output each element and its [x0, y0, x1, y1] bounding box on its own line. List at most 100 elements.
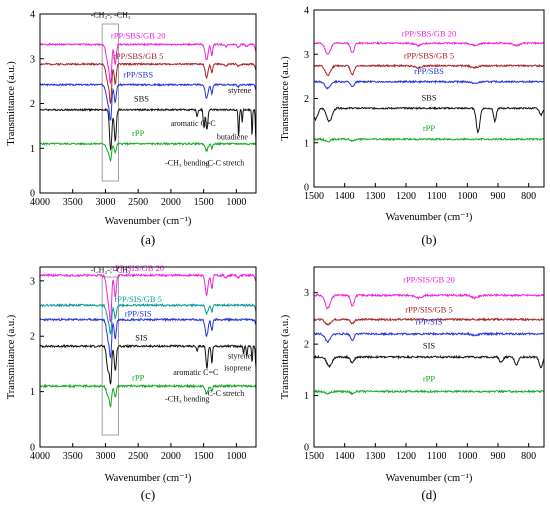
series-line [313, 354, 545, 369]
annotation: isoprene [224, 364, 252, 373]
series-line [313, 331, 545, 343]
y-tick-label: 1 [304, 138, 309, 149]
series-label: SIS [423, 340, 436, 350]
x-tick-label: 1100 [427, 451, 447, 462]
annotation: -CH₃ bending [165, 158, 209, 167]
x-tick-label: 1000 [226, 451, 246, 462]
x-axis-label: Wavenumber (cm⁻¹) [105, 216, 192, 227]
annotation: -CH₃ bending [165, 395, 209, 404]
y-axis-label: Transmittance (a.u.) [280, 314, 291, 399]
x-tick-label: 1200 [396, 451, 416, 462]
series-label: rPP [423, 123, 436, 133]
series-label: rPP/SIS/GB 5 [114, 294, 161, 304]
highlight-box [101, 23, 119, 182]
x-axis-label: Wavenumber (cm⁻¹) [105, 473, 192, 484]
x-tick-label: 3000 [95, 197, 115, 208]
panel-b: rPP/SBS/GB 20 rPP/SBS/GB 5 rPP/SBS SBS rPP 15… [280, 6, 545, 247]
series-line [39, 343, 257, 385]
x-tick-label: 1000 [226, 197, 246, 208]
series-label: rPP/SBS [123, 70, 153, 80]
series-label: SBS [421, 93, 436, 103]
y-tick-label: 4 [304, 6, 309, 17]
y-tick-label: 1 [30, 387, 35, 398]
series-label: rPP/SBS/GB 5 [113, 51, 163, 61]
panel-a: rPP/SBS/GB 20 rPP/SBS/GB 5 rPP/SBS SBS rPP -C… [6, 10, 257, 247]
panel-tag: (d) [421, 487, 436, 502]
y-tick-label: 1 [30, 144, 35, 155]
x-tick-label: 1300 [365, 191, 385, 202]
x-axis-label: Wavenumber (cm⁻¹) [386, 212, 473, 223]
series-label: rPP/SBS [414, 66, 444, 76]
x-tick-label: 1500 [304, 191, 324, 202]
series-line [39, 141, 257, 163]
axes-frame [39, 266, 257, 448]
y-tick-label: 2 [304, 340, 309, 351]
series-line [313, 63, 545, 77]
x-tick-label: 1200 [396, 191, 416, 202]
annotation: -CH₂-; -CH₃ [91, 11, 131, 20]
series-line [313, 317, 545, 326]
series-label: rPP [132, 373, 145, 383]
x-tick-label: 1500 [194, 197, 214, 208]
annotation: styrene [228, 86, 252, 95]
y-tick-label: 4 [30, 10, 35, 21]
x-tick-label: 2500 [128, 451, 148, 462]
y-tick-label: 3 [30, 54, 35, 65]
annotation: aromatic C=C [173, 368, 218, 377]
y-tick-label: 0 [30, 189, 35, 200]
y-tick-label: 3 [304, 288, 309, 299]
y-tick-label: 0 [30, 443, 35, 454]
x-tick-label: 1500 [304, 451, 324, 462]
series-line [313, 389, 545, 396]
annotation: -CH₂-; -CH₃ [91, 266, 131, 275]
x-tick-label: 4000 [30, 451, 50, 462]
series-line [39, 61, 257, 104]
highlight-box [101, 276, 119, 436]
x-tick-label: 1000 [457, 451, 477, 462]
series-line [39, 107, 257, 151]
series-label: rPP/SIS [125, 308, 152, 318]
annotation: -C-C stretch [205, 389, 244, 398]
x-tick-label: 1400 [335, 191, 355, 202]
x-tick-label: 900 [491, 451, 506, 462]
y-axis-label: Transmittance (a.u.) [6, 314, 17, 399]
panel-d: rPP/SIS/GB 20 rPP/SIS/GB 5 rPP/SIS SIS rPP 15… [280, 266, 545, 502]
series-line [313, 106, 545, 134]
series-label: rPP/SIS [416, 317, 443, 327]
series-line [40, 272, 257, 323]
series-label: rPP [423, 374, 436, 384]
x-tick-label: 3000 [95, 451, 115, 462]
series-line [39, 383, 257, 408]
series-line [313, 292, 545, 310]
series-line [39, 42, 257, 84]
x-tick-label: 800 [521, 191, 536, 202]
y-axis-label: Transmittance (a.u.) [6, 61, 17, 146]
series-label: rPP/SIS/GB 20 [403, 274, 455, 284]
x-tick-label: 1000 [457, 191, 477, 202]
series-label: rPP/SIS/GB 20 [112, 263, 164, 273]
series-label: rPP/SIS/GB 5 [405, 304, 452, 314]
y-tick-label: 3 [304, 50, 309, 61]
x-axis-label: Wavenumber (cm⁻¹) [386, 473, 473, 484]
x-tick-label: 1100 [427, 191, 447, 202]
x-tick-label: 1300 [365, 451, 385, 462]
x-tick-label: 800 [521, 451, 536, 462]
x-tick-label: 2000 [161, 451, 181, 462]
x-tick-label: 1400 [335, 451, 355, 462]
y-axis-label: Transmittance (a.u.) [280, 56, 291, 141]
series-line [39, 317, 257, 359]
series-line [39, 82, 257, 121]
series-label: rPP/SBS/GB 20 [402, 29, 457, 39]
annotation: styrene [228, 351, 252, 360]
x-tick-label: 1500 [194, 451, 214, 462]
panel-tag: (a) [141, 232, 155, 247]
annotation: aromatic C=C [171, 119, 216, 128]
series-line [313, 137, 545, 143]
annotation: butadiene [217, 132, 249, 141]
x-tick-label: 3500 [63, 197, 83, 208]
y-tick-label: 1 [304, 391, 309, 402]
annotation: -C-C stretch [205, 158, 244, 167]
series-line [39, 302, 257, 335]
y-tick-label: 0 [304, 443, 309, 454]
